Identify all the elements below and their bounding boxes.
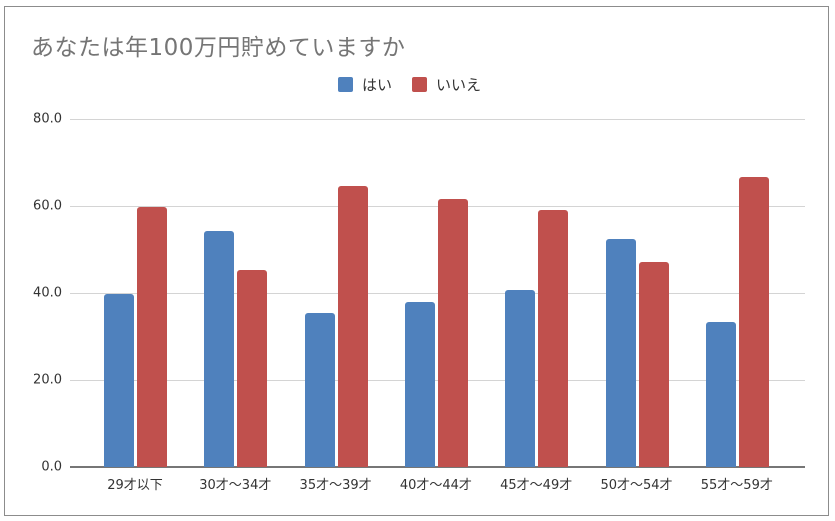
chart-title: あなたは年100万円貯めていますか [31,35,406,61]
x-tick-label: 40才～44才 [399,478,472,493]
legend-swatch-no [412,77,428,92]
x-tick-label: 29才以下 [107,478,163,493]
bar-yes [404,302,435,467]
x-tick-label: 35才～39才 [299,478,372,493]
bar-yes [705,322,736,467]
bar-yes [204,230,235,467]
plot-area [70,119,805,468]
gridline [70,293,805,294]
legend: はい いいえ [338,74,501,95]
legend-swatch-yes [338,77,353,92]
y-tick-label: 40.0 [33,285,62,301]
gridline [70,206,805,207]
x-tick-label: 45才～49才 [500,478,573,493]
x-axis-line [70,466,805,468]
bar-no [237,269,268,467]
gridline [70,380,805,381]
bar-no [437,199,468,467]
legend-label-yes: はい [362,76,393,94]
legend-item-yes: はい [338,74,392,95]
y-tick-label: 0.0 [41,459,62,475]
y-tick-label: 80.0 [33,111,62,127]
bar-yes [605,239,636,467]
x-tick-label: 30才～34才 [199,478,272,493]
bar-no [137,206,167,467]
bar-no [738,176,769,467]
bar-no [538,209,569,467]
x-tick-label: 50才～54才 [600,478,673,493]
bar-yes [505,289,536,467]
y-axis: 80.0 60.0 40.0 20.0 0.0 [0,112,62,475]
y-tick-label: 60.0 [33,198,62,214]
y-tick-label: 20.0 [33,372,62,388]
gridline [70,119,805,120]
bar-yes [304,313,335,467]
x-tick-label: 55才～59才 [700,478,773,493]
legend-item-no: いいえ [412,74,481,95]
bar-no [337,186,368,467]
legend-label-no: いいえ [436,76,482,94]
bar-no [638,262,669,467]
bar-yes [104,293,134,467]
